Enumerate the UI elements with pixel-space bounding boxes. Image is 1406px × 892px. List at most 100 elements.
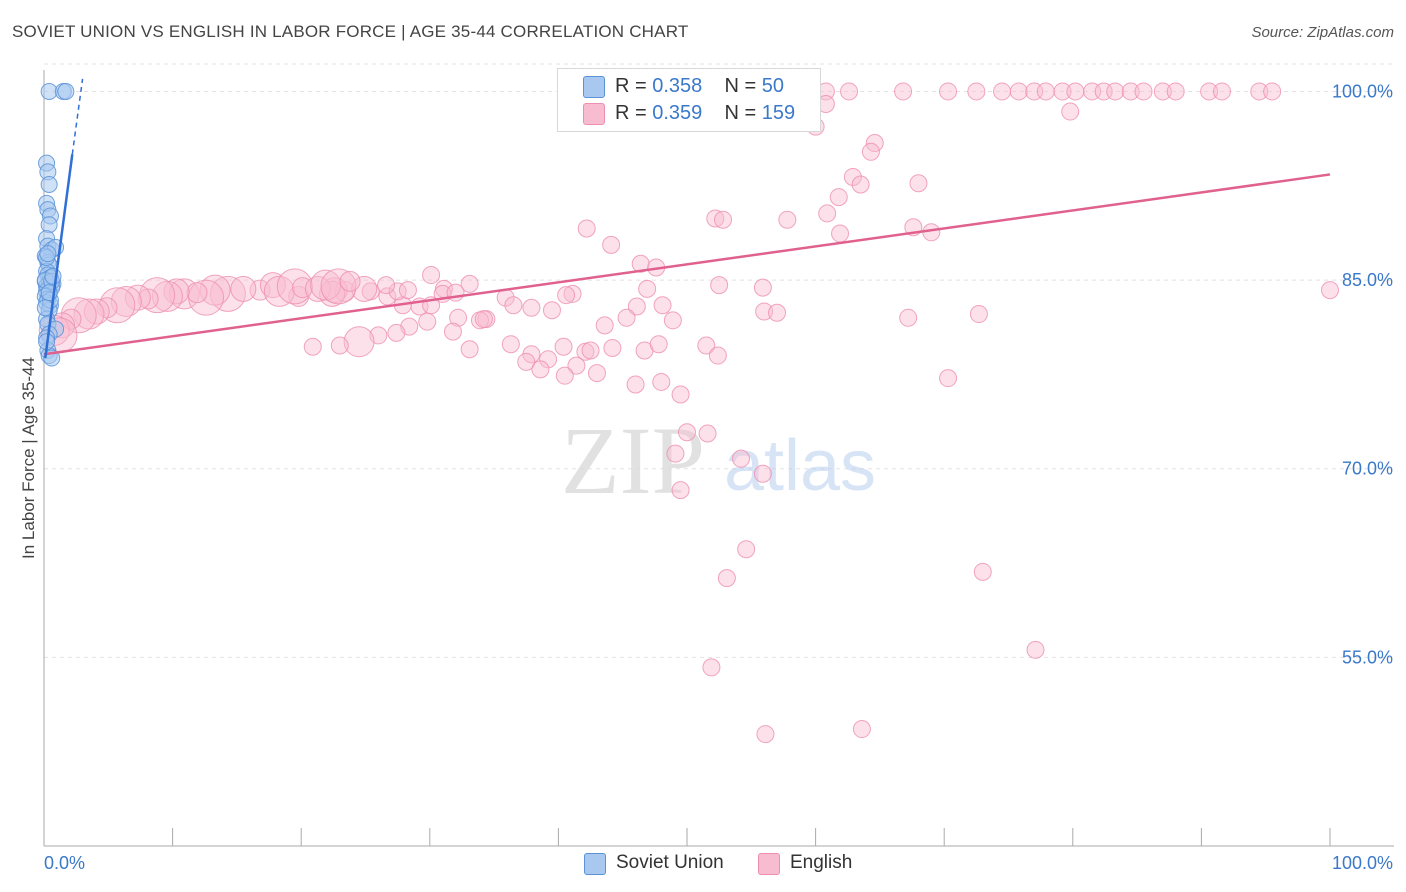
legend-english-n-label: N = bbox=[724, 102, 762, 124]
english-point bbox=[1061, 102, 1080, 121]
english-point bbox=[555, 366, 574, 385]
english-point bbox=[671, 385, 690, 404]
english-point bbox=[768, 303, 787, 322]
english-point bbox=[96, 297, 118, 319]
english-point bbox=[969, 305, 988, 324]
english-point bbox=[531, 360, 550, 379]
english-point bbox=[899, 308, 918, 327]
english-point bbox=[737, 540, 756, 559]
soviet-trend-line bbox=[44, 154, 74, 359]
bottom-legend-swatch-soviet bbox=[584, 853, 606, 875]
english-point bbox=[626, 375, 645, 394]
english-point bbox=[653, 296, 672, 315]
english-point bbox=[678, 423, 696, 442]
english-point bbox=[939, 369, 958, 388]
english-point bbox=[717, 569, 736, 588]
english-point bbox=[829, 188, 848, 207]
english-point bbox=[732, 449, 751, 468]
english-point bbox=[1009, 82, 1028, 101]
legend-soviet-n-label: N = bbox=[724, 75, 762, 97]
english-point bbox=[60, 308, 82, 330]
english-point bbox=[504, 296, 523, 315]
english-point bbox=[230, 275, 257, 302]
english-point bbox=[563, 284, 582, 303]
legend-soviet-n: 50 bbox=[761, 75, 785, 97]
x-tick-label-100: 100.0% bbox=[1332, 853, 1393, 873]
english-point bbox=[1036, 82, 1055, 101]
english-point bbox=[581, 341, 600, 360]
english-point bbox=[542, 301, 561, 320]
english-point bbox=[418, 312, 437, 331]
english-point bbox=[1121, 82, 1140, 101]
english-point bbox=[517, 352, 536, 371]
axes bbox=[43, 70, 1394, 847]
y-axis-label: In Labor Force | Age 35-44 bbox=[19, 357, 38, 559]
english-point bbox=[387, 323, 406, 342]
english-point bbox=[110, 285, 142, 317]
english-point bbox=[753, 464, 772, 483]
english-point bbox=[602, 235, 621, 254]
english-point bbox=[1321, 281, 1339, 300]
legend-english-r: 0.359 bbox=[652, 102, 703, 124]
soviet-point bbox=[39, 245, 57, 263]
english-point bbox=[818, 204, 837, 223]
english-point bbox=[663, 311, 682, 330]
stats-legend: R = 0.358 N = 50 R = 0.359 N = 159 bbox=[557, 68, 821, 132]
english-point bbox=[351, 275, 378, 302]
english-point bbox=[939, 82, 958, 101]
english-point bbox=[137, 288, 159, 310]
english-point bbox=[554, 337, 573, 356]
english-point bbox=[652, 372, 671, 391]
english-point bbox=[1153, 82, 1172, 101]
bottom-legend-swatch-english bbox=[758, 853, 780, 875]
english-point bbox=[894, 82, 913, 101]
english-point bbox=[706, 209, 725, 228]
english-point bbox=[186, 282, 208, 304]
bottom-legend-label-soviet: Soviet Union bbox=[616, 852, 724, 873]
y-tick-label-85: 85.0% bbox=[1342, 270, 1393, 290]
bottom-legend-label-english: English bbox=[790, 852, 853, 873]
watermark: ZIP atlas bbox=[561, 407, 876, 514]
legend-swatch-english bbox=[583, 103, 605, 125]
english-point bbox=[1106, 82, 1125, 101]
english-point bbox=[443, 322, 462, 341]
english-point bbox=[1166, 82, 1185, 101]
english-point bbox=[422, 266, 441, 285]
english-point bbox=[617, 308, 636, 327]
english-point bbox=[649, 335, 668, 354]
english-point bbox=[1026, 640, 1045, 659]
english-point bbox=[557, 286, 576, 305]
english-point bbox=[449, 308, 468, 327]
soviet-point bbox=[44, 267, 62, 285]
english-point bbox=[851, 175, 870, 194]
english-point bbox=[1053, 82, 1072, 101]
soviet-point bbox=[40, 176, 58, 194]
english-point bbox=[343, 326, 375, 358]
english-point bbox=[710, 276, 729, 295]
legend-english-r-label: R = bbox=[615, 102, 653, 124]
english-point bbox=[577, 219, 596, 238]
english-point bbox=[199, 274, 231, 306]
english-point bbox=[330, 336, 349, 355]
english-point bbox=[1212, 82, 1231, 101]
english-point bbox=[852, 720, 871, 739]
english-point bbox=[595, 316, 614, 335]
legend-english-n: 159 bbox=[761, 102, 796, 124]
english-point bbox=[587, 364, 606, 383]
english-point bbox=[1200, 82, 1219, 101]
english-point bbox=[320, 268, 357, 305]
english-point bbox=[755, 302, 774, 321]
english-point bbox=[967, 82, 986, 101]
english-point bbox=[865, 134, 884, 153]
english-point bbox=[377, 276, 396, 295]
english-point bbox=[993, 82, 1012, 101]
english-point bbox=[753, 278, 772, 297]
y-tick-label-55: 55.0% bbox=[1342, 647, 1393, 667]
english-point bbox=[83, 298, 110, 325]
english-point bbox=[539, 350, 558, 369]
english-point bbox=[756, 725, 775, 744]
english-point bbox=[1250, 82, 1269, 101]
english-point bbox=[339, 270, 361, 292]
english-point bbox=[922, 223, 941, 242]
